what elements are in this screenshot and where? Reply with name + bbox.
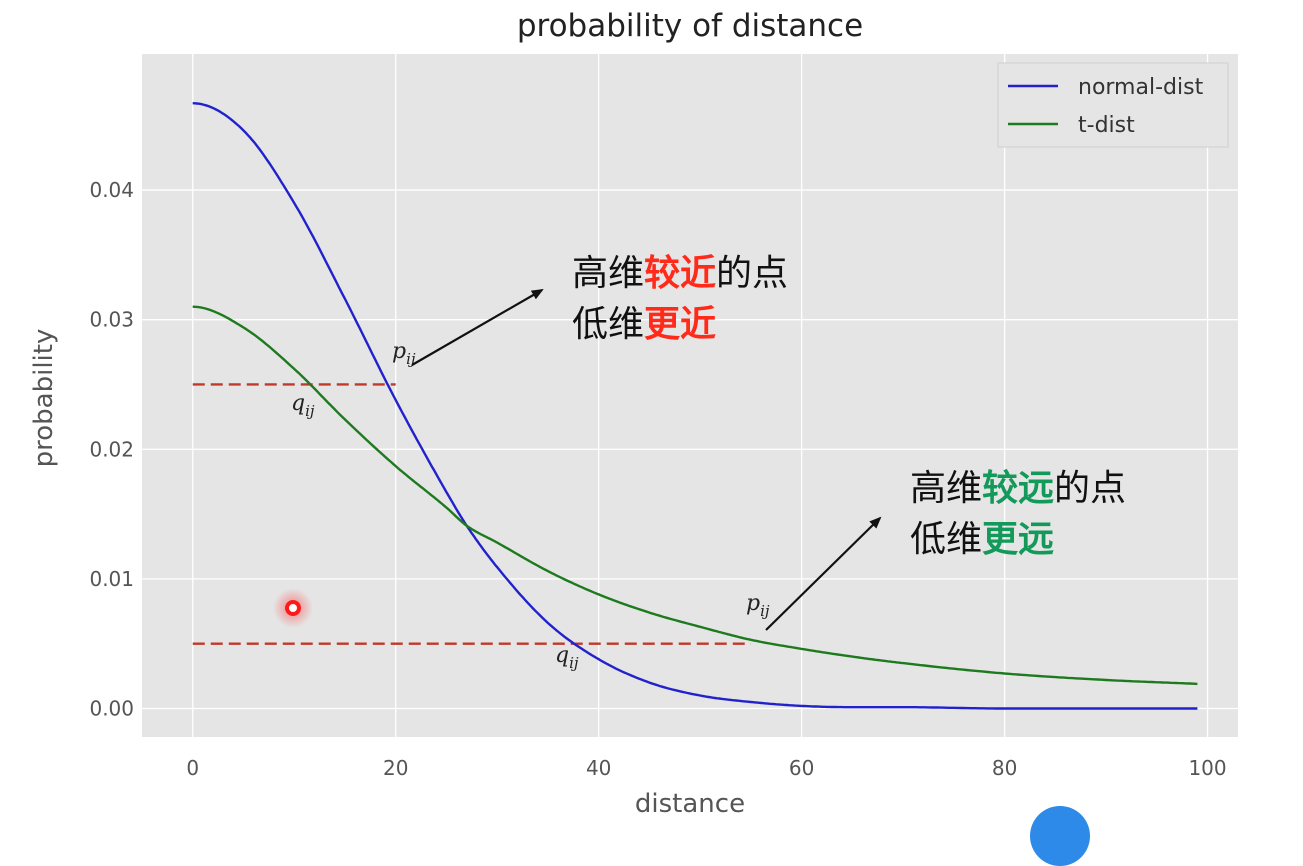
annotation-arrow-near (411, 289, 544, 366)
x-tick-label: 20 (383, 756, 408, 780)
floating-action-button[interactable] (1030, 806, 1090, 866)
legend-box (997, 62, 1229, 148)
y-grid (142, 189, 1238, 710)
x-grid (192, 54, 1209, 737)
cursor-ring (285, 600, 301, 616)
y-tick-label: 0.00 (89, 696, 134, 720)
qij-label-near: qij (291, 391, 315, 420)
annotation-far-line-2: 低维更远 (910, 519, 1054, 560)
cursor-marker (273, 588, 313, 628)
annotation-near-line-1: 高维较近的点 (572, 253, 788, 294)
legend-label-t-dist: t-dist (1078, 113, 1135, 138)
chart-title: probability of distance (517, 8, 863, 44)
x-tick-label: 60 (789, 756, 814, 780)
annotation-near-line-2: 低维更近 (572, 304, 716, 345)
y-tick-label: 0.04 (89, 178, 134, 202)
y-tick-label: 0.03 (89, 308, 134, 332)
annotation-arrow-far (765, 516, 882, 631)
pij-label-far: pij (746, 591, 770, 620)
reference-lines (192, 383, 751, 645)
x-tick-label: 100 (1188, 756, 1226, 780)
series-line-normal-dist (192, 102, 1198, 710)
legend: normal-dist t-dist (997, 62, 1229, 148)
annotation-far-line-1: 高维较远的点 (910, 468, 1126, 509)
x-tick-label: 40 (586, 756, 611, 780)
qij-label-far: qij (555, 643, 579, 672)
x-tick-label: 80 (992, 756, 1017, 780)
x-tick-label: 0 (186, 756, 199, 780)
y-axis-label: probability (29, 329, 59, 468)
x-tick-labels: 0 20 40 60 80 100 (186, 756, 1226, 780)
series-lines (192, 102, 1198, 710)
plot-area (142, 54, 1238, 737)
y-tick-labels: 0.00 0.01 0.02 0.03 0.04 (89, 178, 134, 720)
pij-label-near: pij (392, 339, 416, 368)
y-tick-label: 0.02 (89, 437, 134, 461)
legend-label-normal-dist: normal-dist (1078, 75, 1204, 100)
chart: probability of distance 0 20 40 60 80 100 0.0… (29, 8, 1238, 818)
x-axis-label: distance (635, 789, 745, 818)
series-line-t-dist (192, 305, 1198, 686)
y-tick-label: 0.01 (89, 567, 134, 591)
